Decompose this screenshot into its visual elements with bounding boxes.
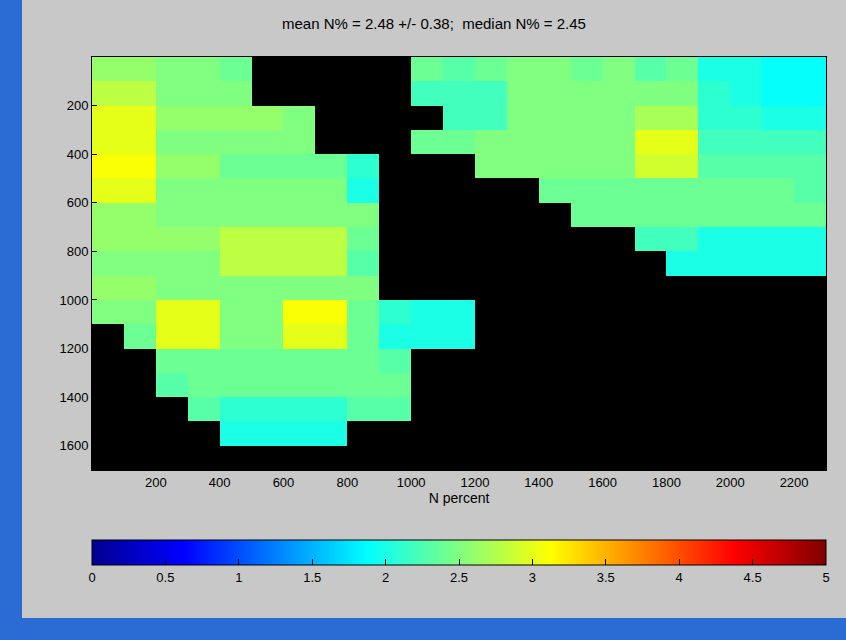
- svg-text:1000: 1000: [397, 475, 426, 490]
- svg-text:3.5: 3.5: [597, 570, 615, 585]
- svg-text:1400: 1400: [524, 475, 553, 490]
- svg-text:N percent: N percent: [429, 490, 490, 506]
- svg-text:800: 800: [67, 244, 89, 259]
- svg-text:2200: 2200: [780, 475, 809, 490]
- svg-text:0: 0: [88, 570, 95, 585]
- svg-text:2: 2: [382, 570, 389, 585]
- svg-text:4: 4: [676, 570, 683, 585]
- svg-text:200: 200: [145, 475, 167, 490]
- svg-text:1400: 1400: [59, 390, 88, 405]
- svg-text:1600: 1600: [59, 438, 88, 453]
- svg-text:2.5: 2.5: [450, 570, 468, 585]
- svg-text:600: 600: [273, 475, 295, 490]
- svg-text:1600: 1600: [588, 475, 617, 490]
- svg-text:mean N% = 2.48 +/- 0.38; medi: mean N% = 2.48 +/- 0.38; median N% = 2.4…: [282, 15, 586, 32]
- svg-text:600: 600: [67, 195, 89, 210]
- svg-text:5: 5: [822, 570, 829, 585]
- svg-text:1000: 1000: [59, 292, 88, 307]
- svg-text:800: 800: [336, 475, 358, 490]
- svg-text:1.5: 1.5: [303, 570, 321, 585]
- svg-text:3: 3: [529, 570, 536, 585]
- svg-text:0.5: 0.5: [156, 570, 174, 585]
- svg-text:1: 1: [235, 570, 242, 585]
- svg-text:1800: 1800: [652, 475, 681, 490]
- svg-text:400: 400: [209, 475, 231, 490]
- svg-text:2000: 2000: [716, 475, 745, 490]
- svg-text:1200: 1200: [460, 475, 489, 490]
- svg-text:400: 400: [67, 147, 89, 162]
- svg-text:200: 200: [67, 98, 89, 113]
- svg-text:1200: 1200: [59, 341, 88, 356]
- svg-text:4.5: 4.5: [744, 570, 762, 585]
